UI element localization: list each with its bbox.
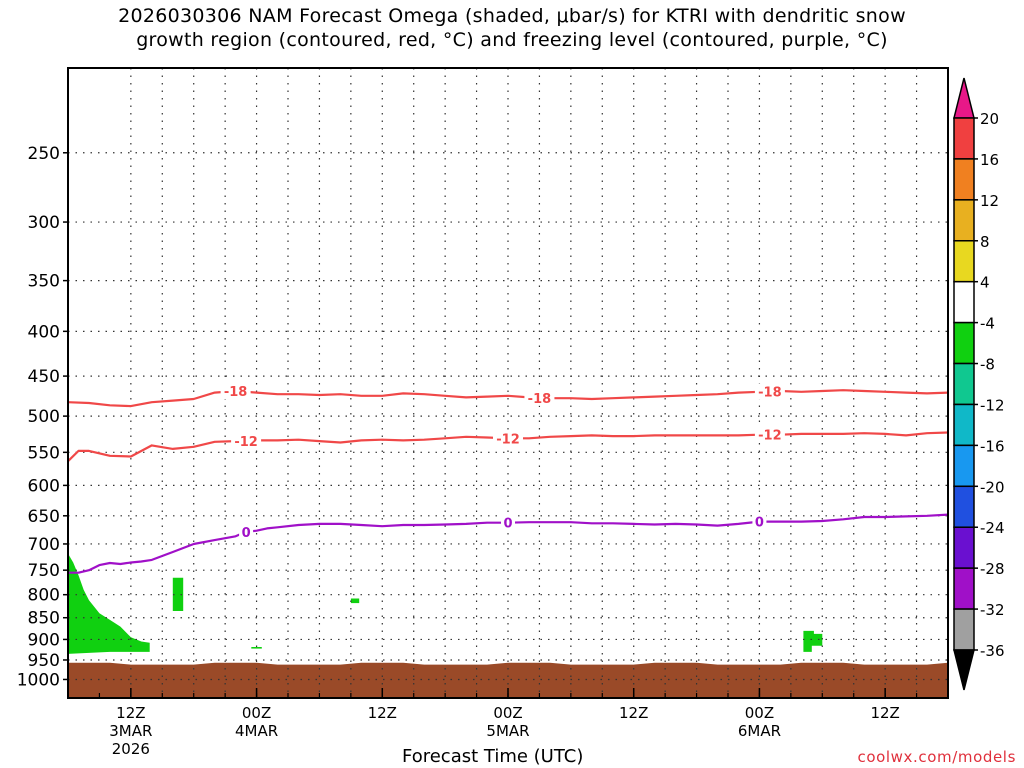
contour-label-bg [239, 523, 254, 540]
colorbar-box [953, 280, 975, 324]
x-tick-label: 6MAR [738, 722, 781, 740]
colorbar-label: 16 [980, 151, 999, 169]
y-tick-label: 800 [28, 586, 60, 606]
contour-label-bg [231, 432, 262, 449]
colorbar-label: -24 [980, 519, 1005, 537]
colorbar-box [953, 608, 975, 651]
y-tick-label: 550 [28, 443, 60, 463]
chart-title-line-1: 2026030306 NAM Forecast Omega (shaded, μ… [118, 5, 906, 27]
colorbar-label: -4 [980, 315, 995, 333]
contour-label: -12 [758, 429, 782, 444]
omega-region-0 [68, 553, 150, 654]
colorbar-box [953, 321, 975, 365]
colorbar-box [953, 403, 975, 447]
x-tick-label: 00Z [493, 704, 522, 722]
x-tick-label: 4MAR [235, 722, 278, 740]
contour-label-bg [501, 514, 515, 531]
omega-region-1 [172, 577, 184, 611]
colorbar-box [953, 526, 975, 569]
y-tick-label: 650 [28, 507, 60, 527]
contour-label-bg [524, 389, 555, 406]
x-axis-title: Forecast Time (UTC) [402, 746, 584, 767]
chart-title-line-2: growth region (contoured, red, °C) and f… [136, 29, 888, 51]
colorbar-label: -8 [980, 356, 995, 374]
y-tick-label: 500 [28, 407, 60, 427]
colorbar-label: 4 [980, 274, 990, 292]
contour-label: -18 [528, 392, 552, 407]
grid-layer [68, 68, 948, 698]
y-tick-label: 1000 [17, 670, 60, 690]
x-tick-label: 12Z [116, 704, 145, 722]
omega-region-4 [803, 630, 823, 652]
x-tick-label: 3MAR [109, 722, 152, 740]
y-tick-label: 350 [28, 272, 60, 292]
colorbar-label: -28 [980, 560, 1005, 578]
contour-line-2 [68, 513, 948, 574]
colorbar-label: -36 [980, 642, 1005, 660]
x-tick-label: 00Z [242, 704, 271, 722]
contour-label: 0 [503, 517, 512, 532]
x-tick-label: 12Z [619, 704, 648, 722]
colorbar-box [953, 444, 975, 488]
contour-label: -18 [758, 385, 782, 400]
omega-region-3 [251, 647, 262, 649]
y-tick-label: 900 [28, 630, 60, 650]
omega-region-2 [350, 598, 360, 604]
colorbar-box [953, 117, 975, 160]
colorbar-bottom-arrow [953, 649, 975, 691]
y-tick-label: 250 [28, 144, 60, 164]
colorbar-box [953, 567, 975, 610]
chart-title: 2026030306 NAM Forecast Omega (shaded, μ… [0, 4, 1024, 52]
x-tick-label: 2026 [112, 740, 150, 758]
colorbar-box [953, 158, 975, 201]
colorbar-label: -12 [980, 396, 1005, 414]
y-tick-label: 600 [28, 476, 60, 496]
contour-label-bg [220, 382, 251, 399]
y-tick-label: 700 [28, 535, 60, 555]
colorbar-label: -20 [980, 478, 1005, 496]
colorbar-label: -32 [980, 601, 1005, 619]
colorbar-top-arrow [953, 77, 975, 119]
colorbar-box [953, 485, 975, 528]
colorbar-label: -16 [980, 437, 1005, 455]
terrain-layer [68, 662, 948, 698]
contour-label-bg [754, 383, 785, 400]
contour-label: 0 [242, 526, 251, 541]
x-tick-label: 12Z [368, 704, 397, 722]
colorbar-box [953, 240, 975, 283]
omega-shading-layer [68, 553, 823, 654]
y-tick-label: 850 [28, 609, 60, 629]
colorbar-label: 12 [980, 192, 999, 210]
colorbar-box [953, 199, 975, 242]
contour-label: -12 [234, 435, 258, 450]
x-tick-label: 12Z [870, 704, 899, 722]
y-tick-label: 300 [28, 213, 60, 233]
colorbar-label: 8 [980, 233, 990, 251]
y-axis: 2503003504004505005506006507007508008509… [17, 144, 68, 690]
x-tick-label: 5MAR [486, 722, 529, 740]
colorbar-box [953, 362, 975, 406]
colorbar-label: 20 [980, 110, 999, 128]
credit-link[interactable]: coolwx.com/models [857, 748, 1016, 766]
y-tick-label: 450 [28, 367, 60, 387]
contour-label-bg [754, 426, 785, 443]
colorbar: -36 -32 -28 -24 -20 -16 -12 -8 -4 4 8 12 16 20 [953, 77, 1005, 691]
contour-layer: -18 -18 -18 -12 -12 -12 0 0 0 [68, 382, 948, 574]
y-tick-label: 750 [28, 561, 60, 581]
contour-line-0 [68, 389, 948, 408]
contour-label-bg [752, 513, 767, 530]
contour-label: -12 [496, 432, 520, 447]
contour-label: -18 [224, 385, 248, 400]
y-tick-label: 400 [28, 322, 60, 342]
x-tick-label: 00Z [745, 704, 774, 722]
terrain-surface [68, 662, 948, 698]
y-tick-label: 950 [28, 651, 60, 671]
contour-label-bg [493, 430, 523, 447]
contour-label: 0 [755, 516, 764, 531]
